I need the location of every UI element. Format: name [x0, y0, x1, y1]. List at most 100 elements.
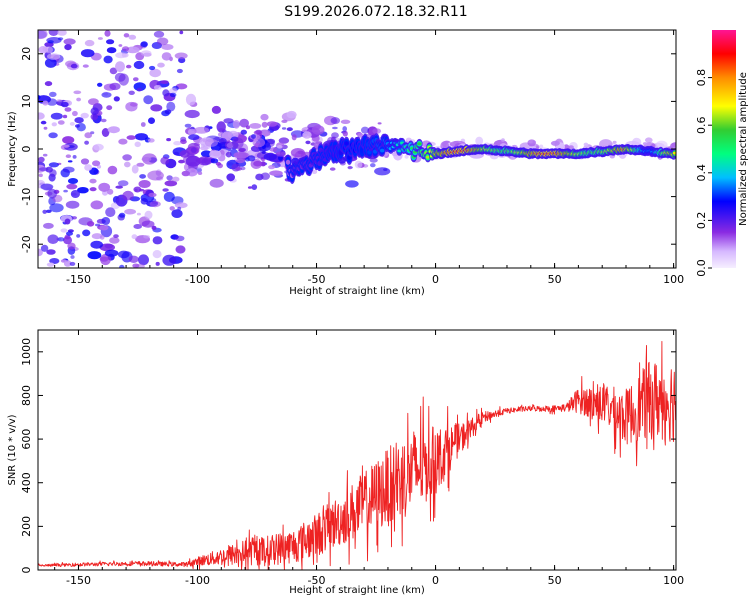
- spectrogram-blob: [57, 237, 65, 242]
- ridge-core: [672, 151, 676, 155]
- spectrogram-blob: [45, 209, 52, 213]
- spectrogram-blob: [188, 134, 200, 141]
- spectrogram-blob: [65, 200, 80, 209]
- spectrogram-blob: [281, 119, 288, 123]
- spectrogram-blob: [73, 90, 82, 95]
- spectrogram-blob: [181, 170, 190, 177]
- spectrogram-blob: [290, 148, 305, 158]
- spectrogram-blob: [278, 137, 290, 144]
- spectrogram-blob: [247, 155, 256, 162]
- spectrogram-blob: [190, 147, 197, 153]
- spectrogram-blob: [118, 73, 129, 86]
- spectrogram-blob: [51, 122, 57, 127]
- spectrogram-blob: [84, 132, 92, 139]
- spectrogram-blob: [263, 153, 277, 161]
- snr-x-tick-label: 50: [548, 574, 562, 587]
- spectrogram-blob: [113, 234, 119, 239]
- colorbar: 0.0 0.2 0.4 0.6 0.8 Normalized spectral ampl…: [695, 30, 749, 277]
- spectrogram-blob: [136, 87, 142, 92]
- spectrogram-blob: [138, 254, 149, 266]
- spectrogram-blob: [133, 186, 142, 193]
- spectrogram-blob: [75, 124, 80, 128]
- spectrogram-blob: [124, 208, 136, 215]
- spectrogram-blob: [38, 167, 49, 172]
- spectrogram-blob: [329, 167, 336, 171]
- spectrogram-x-tick-label: 100: [663, 273, 684, 286]
- spectrogram-blob: [266, 121, 278, 127]
- spectrogram-blob: [65, 154, 72, 158]
- spectrogram-blob: [134, 141, 141, 148]
- spectrogram-blob: [218, 138, 227, 144]
- spectrogram-blob: [40, 244, 49, 252]
- spectrogram-blob: [63, 260, 72, 267]
- spectrogram-x-tick-label: -150: [66, 273, 91, 286]
- spectrogram-blob: [76, 234, 81, 238]
- spectrogram-blob: [149, 65, 156, 71]
- spectrogram-blob: [128, 90, 135, 96]
- spectrogram-blob: [91, 233, 103, 240]
- spectrogram-blob: [107, 188, 114, 195]
- spectrogram-blob: [126, 46, 140, 54]
- snr-x-tick-label: -150: [66, 574, 91, 587]
- spectrogram-blob: [249, 123, 262, 129]
- spectrogram-blob: [113, 96, 120, 102]
- spectrogram-blob: [90, 107, 99, 115]
- spectrogram-blob: [94, 223, 101, 227]
- colorbar-ticks: 0.0 0.2 0.4 0.6 0.8: [695, 69, 712, 277]
- spectrogram-blob: [148, 117, 155, 124]
- spectrogram-blob: [74, 117, 84, 124]
- spectrogram-blob: [115, 185, 123, 189]
- spectrogram-blob: [235, 167, 243, 171]
- spectrogram-blob: [235, 158, 245, 164]
- spectrogram-blob: [144, 210, 153, 220]
- spectrogram-blob: [612, 140, 617, 144]
- spectrogram-blob: [104, 249, 119, 257]
- spectrogram-blob: [43, 222, 54, 229]
- spectrogram-blob: [261, 121, 268, 128]
- spectrogram-blob: [153, 30, 165, 38]
- spectrogram-blob: [269, 170, 283, 176]
- spectrogram-blob: [200, 144, 205, 148]
- spectrogram-blob: [126, 135, 136, 140]
- spectrogram-blob: [372, 128, 382, 135]
- spectrogram-blob: [89, 178, 97, 184]
- spectrogram-blob: [133, 60, 145, 70]
- spectrogram-blob: [150, 104, 163, 112]
- spectrogram-blob: [89, 187, 97, 192]
- spectrogram-blob: [117, 250, 130, 259]
- colorbar-gradient: [712, 30, 736, 268]
- spectrogram-y-tick-label: -20: [20, 235, 33, 253]
- spectrogram-blob: [166, 101, 176, 112]
- spectrogram-blob: [655, 140, 668, 149]
- snr-line: [37, 340, 677, 571]
- spectrogram-blob: [197, 156, 211, 166]
- spectrogram-blob: [62, 166, 75, 173]
- spectrogram-blob: [118, 138, 128, 145]
- spectrogram-blob: [109, 82, 121, 91]
- spectrogram-blob: [240, 129, 247, 135]
- spectrogram-blob: [76, 97, 81, 102]
- spectrogram-ridge: [284, 133, 676, 184]
- spectrogram-blob: [72, 110, 78, 117]
- spectrogram-blob: [88, 98, 99, 106]
- spectrogram-blob: [140, 198, 148, 205]
- spectrogram-blob: [550, 140, 560, 146]
- spectrogram-blob: [115, 52, 127, 59]
- spectrogram-blob: [152, 250, 162, 259]
- ridge-core: [380, 148, 385, 153]
- spectrogram-blob: [100, 253, 111, 266]
- spectrogram-x-tick-label: 50: [548, 273, 562, 286]
- spectrogram-blob: [109, 67, 118, 75]
- snr-y-tick-label: 800: [20, 385, 33, 406]
- spectrogram-blob: [44, 58, 57, 68]
- spectrogram-blob: [99, 225, 109, 231]
- spectrogram-blob: [180, 136, 187, 142]
- colorbar-tick-label: 0.4: [695, 164, 708, 182]
- spectrogram-y-tick-label: 0: [20, 146, 33, 153]
- spectrogram-blob: [100, 118, 107, 123]
- spectrogram-blob: [101, 128, 110, 137]
- spectrogram-blob: [62, 136, 75, 144]
- spectrogram-blob: [57, 30, 67, 36]
- spectrogram-blob: [60, 228, 68, 233]
- spectrogram-blob: [216, 121, 226, 133]
